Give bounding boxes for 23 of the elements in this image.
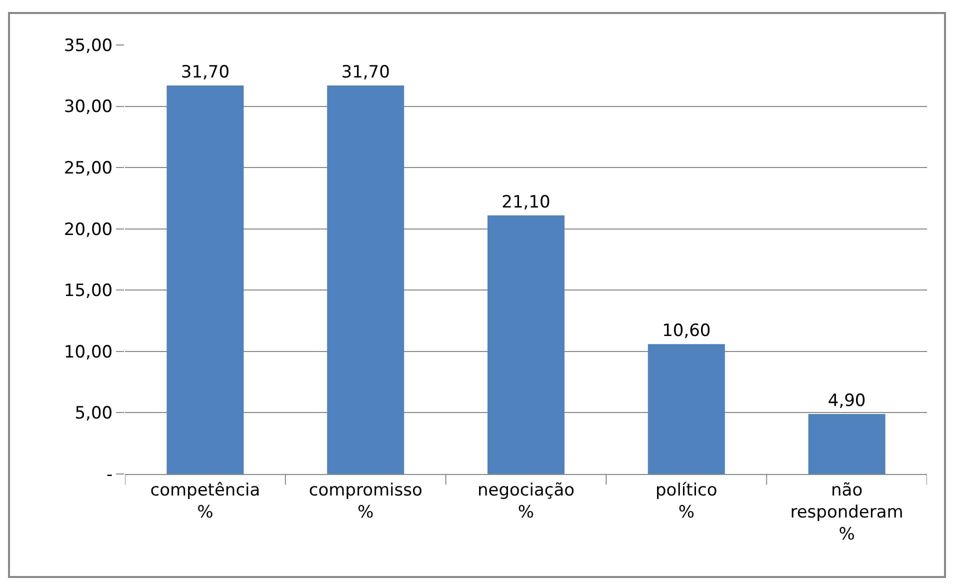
data-label: 4,90: [828, 390, 866, 411]
bar: [327, 85, 404, 474]
x-tick-label: compromisso %: [308, 480, 422, 522]
y-tick-label: 35,00: [64, 36, 113, 56]
y-tick-label: 25,00: [64, 158, 113, 179]
y-tick-label: 15,00: [64, 281, 113, 302]
data-label: 10,60: [662, 321, 711, 342]
x-tick-label: competência %: [150, 480, 260, 522]
y-tick-label: 30,00: [64, 97, 113, 118]
y-tick-label: 20,00: [64, 220, 113, 240]
bar: [488, 215, 564, 474]
bar: [648, 344, 725, 474]
y-tick-label: 5,00: [74, 404, 113, 424]
bar: [166, 85, 244, 474]
bar: [808, 414, 886, 474]
data-label: 21,10: [502, 192, 550, 212]
x-tick-label: político %: [656, 480, 718, 522]
x-tick-label: negociação %: [477, 480, 575, 522]
x-tick-label: não responderam %: [790, 480, 904, 545]
data-label: 31,70: [341, 62, 390, 82]
y-tick-label: 10,00: [64, 342, 113, 362]
y-tick-label: -: [106, 464, 113, 485]
data-label: 31,70: [180, 62, 230, 82]
